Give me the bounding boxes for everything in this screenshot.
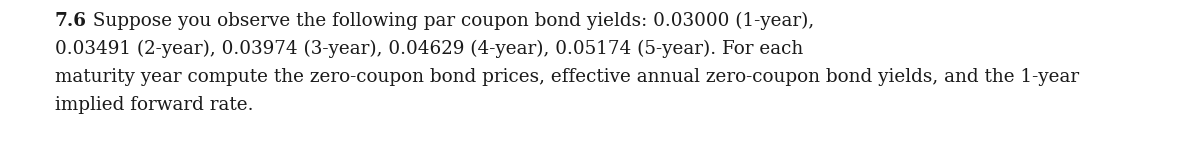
Text: Suppose you observe the following par coupon bond yields: 0.03000 (1-year),: Suppose you observe the following par co… bbox=[88, 12, 815, 30]
Text: 0.03491 (2-year), 0.03974 (3-year), 0.04629 (4-year), 0.05174 (5-year). For each: 0.03491 (2-year), 0.03974 (3-year), 0.04… bbox=[55, 40, 803, 58]
Text: implied forward rate.: implied forward rate. bbox=[55, 96, 253, 114]
Text: maturity year compute the zero-coupon bond prices, effective annual zero-coupon : maturity year compute the zero-coupon bo… bbox=[55, 68, 1079, 86]
Text: 7.6: 7.6 bbox=[55, 12, 88, 30]
